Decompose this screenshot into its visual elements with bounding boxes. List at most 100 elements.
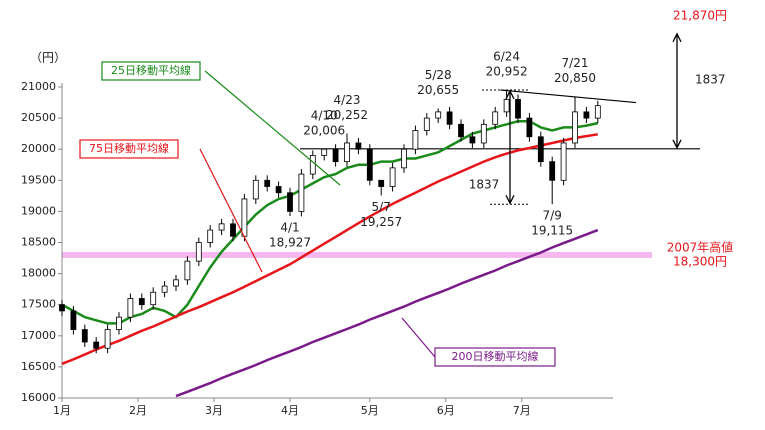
annotation-value: 18,927	[269, 235, 311, 249]
y-tick-label: 18000	[21, 267, 56, 280]
candle-body	[59, 304, 65, 312]
candle-body	[458, 123, 464, 138]
candle-body	[401, 148, 407, 169]
x-tick-label: 2月	[129, 404, 147, 417]
reference-band	[62, 251, 652, 258]
candle-body	[480, 123, 487, 144]
legend-box	[434, 347, 556, 367]
candle-body	[549, 161, 556, 181]
candle-body	[492, 111, 499, 125]
candle-body	[150, 291, 157, 306]
candle-body	[321, 148, 328, 156]
trendline	[500, 89, 637, 104]
leader-line	[401, 317, 436, 358]
candle-body	[378, 179, 385, 187]
range-label: 1837	[469, 178, 500, 192]
candle-body	[81, 329, 88, 343]
annotation-value: 19,115	[531, 224, 573, 238]
y-tick-label: 17000	[21, 329, 56, 342]
annotation-date: 4/10	[311, 108, 338, 122]
y-tick-label: 21000	[21, 80, 56, 93]
y-tick-label: 20500	[21, 111, 56, 124]
candle-body	[389, 167, 396, 187]
annotation-date: 7/9	[543, 209, 562, 223]
candle-body	[526, 117, 533, 138]
candle-body	[583, 111, 590, 119]
legend-label: 25日移動平均線	[111, 63, 191, 77]
candle-body	[515, 99, 521, 119]
candle-body	[298, 173, 305, 212]
moving-average-line	[61, 119, 599, 325]
candle-body	[355, 142, 362, 150]
moving-average-line	[61, 133, 598, 365]
y-tick-label: 18500	[21, 236, 56, 249]
candle-body	[138, 298, 145, 306]
candle-body	[435, 111, 442, 119]
legend-label: 75日移動平均線	[89, 141, 169, 155]
candle-body	[104, 329, 111, 349]
annotation-date: 7/21	[562, 56, 589, 70]
candle-body	[241, 198, 248, 237]
target-label: 21,870円	[673, 9, 727, 23]
y-tick-label: 16500	[21, 360, 56, 373]
candle-body	[184, 260, 191, 281]
annotation-date: 4/1	[280, 220, 299, 234]
candle-body	[218, 223, 225, 231]
reference-label: 2007年高値	[667, 240, 734, 255]
y-axis-label: （円）	[30, 51, 66, 65]
y-tick-label: 19500	[21, 173, 56, 186]
candle-body	[195, 242, 202, 262]
annotation-date: 6/24	[493, 49, 520, 63]
reference-value-label: 18,300円	[673, 255, 727, 269]
candle-body	[594, 105, 601, 119]
candle-body	[275, 186, 282, 194]
x-tick-label: 5月	[361, 404, 379, 417]
candle-body	[423, 117, 430, 131]
candle-body	[309, 155, 316, 175]
candle-body	[287, 192, 293, 212]
candle-body	[560, 142, 567, 181]
candle-body	[252, 179, 259, 200]
legend-box	[101, 61, 201, 81]
candle-body	[207, 229, 214, 243]
candle-body	[161, 285, 168, 293]
annotation-value: 20,952	[486, 64, 528, 78]
x-tick-label: 1月	[53, 404, 71, 417]
candle-body	[264, 179, 271, 187]
candle-body	[230, 223, 236, 237]
candle-body	[537, 136, 544, 163]
candle-body	[469, 136, 476, 144]
x-tick-label: 3月	[205, 404, 223, 417]
annotation-value: 20,006	[303, 123, 345, 137]
moving-average-line	[175, 228, 599, 398]
annotation-date: 5/7	[372, 200, 391, 214]
annotation-date: 4/23	[334, 93, 361, 107]
candle-body	[332, 148, 339, 163]
legend-box	[79, 139, 179, 159]
candle-body	[70, 310, 77, 330]
candle-body	[173, 279, 179, 287]
annotation-value: 20,655	[417, 83, 459, 97]
candle-body	[344, 142, 350, 163]
annotation-value: 20,252	[326, 108, 368, 122]
x-tick-label: 6月	[437, 404, 455, 417]
annotation-value: 20,850	[554, 71, 596, 85]
y-tick-label: 20000	[21, 142, 56, 155]
annotation-value: 19,257	[360, 215, 402, 229]
candle-body	[412, 130, 419, 150]
candle-body	[93, 341, 100, 349]
candle-body	[116, 316, 122, 330]
y-tick-label: 17500	[21, 298, 56, 311]
candle-body	[572, 111, 578, 144]
range-label: 1837	[695, 73, 726, 87]
x-tick-label: 7月	[513, 404, 531, 417]
y-tick-label: 19000	[21, 204, 56, 217]
leader-line	[204, 70, 341, 186]
candle-body	[503, 99, 510, 113]
candle-body	[127, 298, 134, 318]
x-tick-label: 4月	[281, 404, 299, 417]
candle-body	[446, 111, 453, 125]
y-tick-label: 16000	[21, 391, 56, 404]
legend-label: 200日移動平均線	[452, 349, 539, 363]
